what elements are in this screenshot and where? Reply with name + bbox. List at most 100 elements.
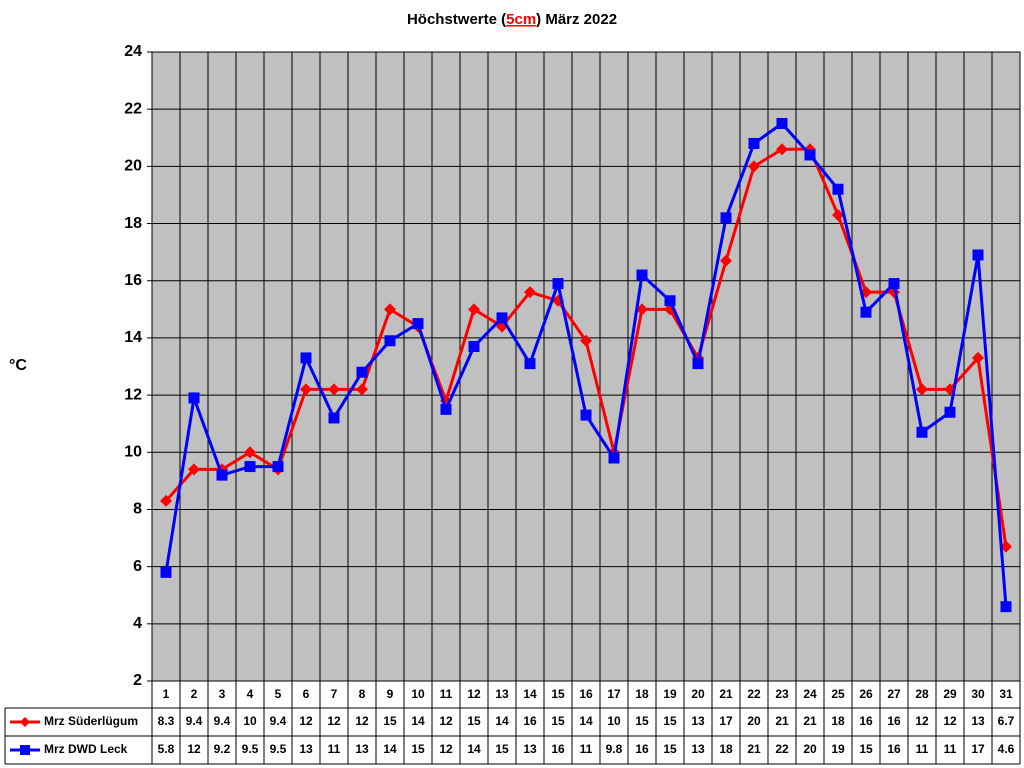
- marker: [832, 183, 844, 195]
- marker: [356, 366, 368, 378]
- table-value: 15: [411, 742, 425, 756]
- table-value: 9.4: [270, 714, 287, 728]
- x-tick-label: 7: [331, 687, 338, 701]
- marker: [272, 461, 284, 473]
- y-tick-label: 8: [133, 501, 142, 518]
- table-value: 15: [663, 742, 677, 756]
- marker: [468, 303, 480, 316]
- table-value: 13: [691, 742, 705, 756]
- x-tick-label: 12: [467, 687, 481, 701]
- x-tick-label: 9: [387, 687, 394, 701]
- marker: [244, 446, 256, 459]
- marker: [552, 278, 564, 290]
- table-value: 15: [467, 714, 481, 728]
- marker: [916, 383, 928, 396]
- marker: [720, 212, 732, 224]
- table-value: 11: [944, 742, 957, 756]
- marker: [496, 312, 508, 324]
- marker: [1000, 601, 1012, 613]
- marker: [972, 351, 984, 364]
- x-tick-label: 15: [551, 687, 565, 701]
- marker: [692, 358, 704, 370]
- marker: [524, 358, 536, 370]
- table-value: 11: [916, 742, 929, 756]
- x-tick-label: 27: [887, 687, 901, 701]
- table-value: 15: [635, 714, 649, 728]
- x-tick-label: 2: [191, 687, 198, 701]
- x-tick-label: 5: [275, 687, 282, 701]
- table-value: 15: [383, 714, 397, 728]
- x-tick-label: 20: [691, 687, 705, 701]
- plot-area: [151, 51, 1021, 682]
- marker: [412, 318, 424, 330]
- table-value: 10: [243, 714, 257, 728]
- table-value: 18: [831, 714, 845, 728]
- marker: [188, 463, 200, 476]
- x-tick-label: 3: [219, 687, 226, 701]
- table-value: 12: [327, 714, 341, 728]
- marker: [664, 295, 676, 307]
- table-value: 19: [831, 742, 845, 756]
- x-tick-label: 29: [943, 687, 957, 701]
- x-tick-label: 23: [775, 687, 789, 701]
- table-value: 14: [383, 742, 397, 756]
- table-value: 9.4: [186, 714, 203, 728]
- table-value: 16: [635, 742, 649, 756]
- x-tick-label: 19: [663, 687, 677, 701]
- table-value: 16: [859, 714, 873, 728]
- table-value: 16: [887, 714, 901, 728]
- marker: [580, 334, 592, 347]
- marker: [356, 383, 368, 396]
- chart-title: Höchstwerte (5cm) März 2022: [407, 11, 617, 28]
- marker: [524, 286, 536, 299]
- marker: [1000, 540, 1012, 553]
- x-tick-label: 1: [163, 687, 170, 701]
- x-tick-label: 6: [303, 687, 310, 701]
- y-tick-label: 2: [133, 672, 142, 689]
- table-value: 11: [580, 742, 593, 756]
- table-value: 13: [971, 714, 985, 728]
- table-value: 13: [523, 742, 537, 756]
- marker: [720, 254, 732, 267]
- table-value: 6.7: [998, 714, 1015, 728]
- table-value: 12: [187, 742, 201, 756]
- table-value: 18: [719, 742, 733, 756]
- table-value: 20: [803, 742, 817, 756]
- x-tick-label: 30: [971, 687, 985, 701]
- y-tick-label: 4: [133, 615, 142, 632]
- y-tick-label: 14: [124, 329, 142, 346]
- table-value: 13: [691, 714, 705, 728]
- marker: [636, 269, 648, 281]
- table-value: 15: [551, 714, 565, 728]
- marker: [748, 160, 760, 173]
- x-tick-label: 25: [831, 687, 845, 701]
- legend-label: Mrz Süderlügum: [44, 714, 138, 728]
- table-value: 10: [607, 714, 621, 728]
- table-value: 13: [355, 742, 369, 756]
- table-value: 21: [775, 714, 789, 728]
- table-value: 21: [803, 714, 817, 728]
- legend-marker: [20, 717, 30, 727]
- marker: [384, 303, 396, 316]
- x-tick-label: 10: [411, 687, 425, 701]
- y-tick-label: 22: [124, 100, 142, 117]
- x-tick-label: 14: [523, 687, 537, 701]
- table-value: 14: [467, 742, 481, 756]
- marker: [748, 137, 760, 149]
- y-tick-label: 12: [124, 386, 142, 403]
- table-value: 5.8: [158, 742, 175, 756]
- x-tick-label: 17: [607, 687, 621, 701]
- marker: [468, 340, 480, 352]
- title-part: Höchstwerte (: [407, 11, 506, 28]
- table-value: 13: [299, 742, 313, 756]
- table-value: 16: [887, 742, 901, 756]
- marker: [244, 461, 256, 473]
- table-value: 9.2: [214, 742, 231, 756]
- legend-marker: [20, 745, 30, 755]
- table-value: 9.5: [270, 742, 287, 756]
- table-value: 8.3: [158, 714, 175, 728]
- y-tick-label: 10: [124, 443, 142, 460]
- marker: [160, 494, 172, 507]
- marker: [580, 409, 592, 421]
- y-axis-label: °C: [9, 357, 27, 374]
